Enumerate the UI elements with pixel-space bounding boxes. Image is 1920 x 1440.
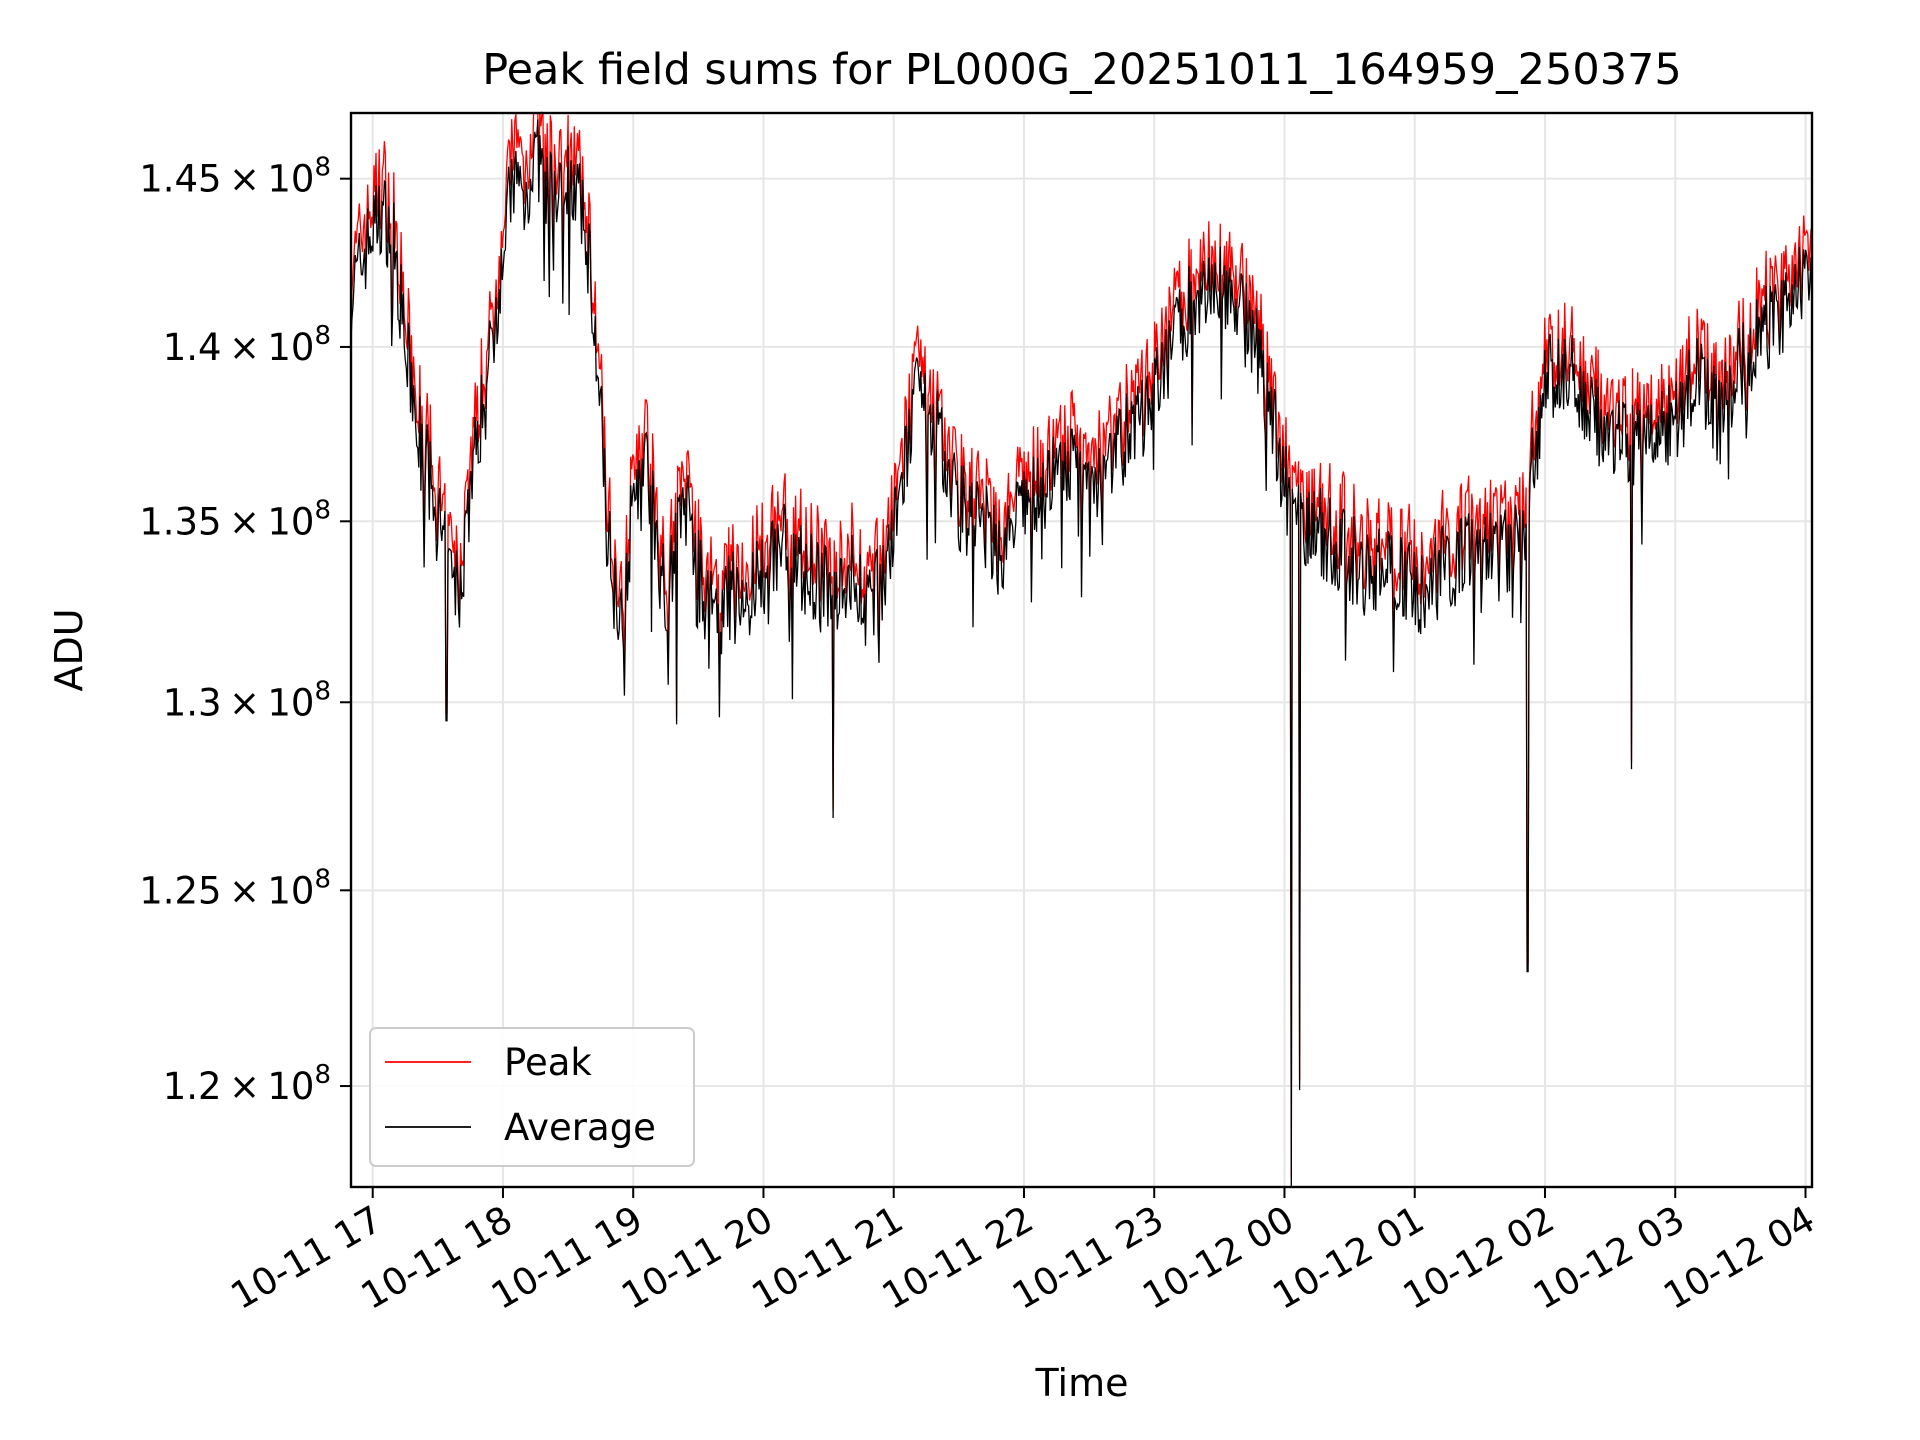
series-group bbox=[350, 110, 1813, 1188]
y-tick-label: 1.45 × 108 bbox=[139, 153, 331, 201]
series-line-peak bbox=[350, 110, 1813, 1179]
y-axis-label: ADU bbox=[47, 608, 91, 691]
y-tick-label: 1.4 × 108 bbox=[163, 321, 331, 369]
plot-frame bbox=[349, 111, 1814, 1189]
legend-label-average: Average bbox=[504, 1106, 656, 1149]
y-tick-label: 1.25 × 108 bbox=[139, 864, 331, 912]
legend-label-peak: Peak bbox=[504, 1041, 592, 1084]
y-tick-label: 1.2 × 108 bbox=[163, 1060, 331, 1108]
grid bbox=[351, 113, 1812, 1187]
legend: Peak Average bbox=[369, 1027, 695, 1167]
series-line-average bbox=[350, 119, 1813, 1188]
x-axis-label: Time bbox=[1035, 1361, 1129, 1405]
x-tick-label: 10-12 04 bbox=[1656, 1198, 1822, 1318]
chart-title: Peak field sums for PL000G_20251011_1649… bbox=[482, 45, 1682, 95]
y-axis-ticks: 1.2 × 108 1.25 × 108 1.3 × 108 1.35 × 108 1.… bbox=[139, 153, 351, 1108]
y-tick-label: 1.35 × 108 bbox=[139, 495, 331, 543]
y-tick-label: 1.3 × 108 bbox=[163, 676, 331, 724]
